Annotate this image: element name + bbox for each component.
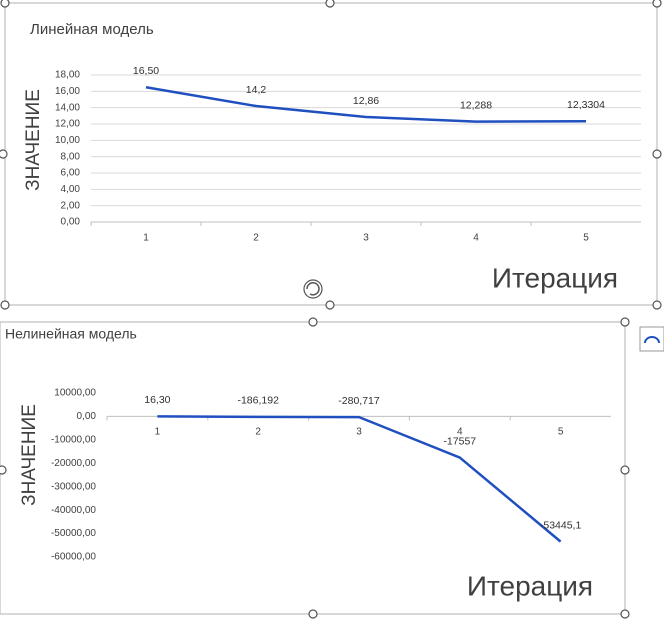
- data-label: -186,192: [237, 395, 279, 407]
- x-tick-label: 4: [457, 427, 463, 438]
- x-tick-label: 1: [143, 233, 149, 244]
- y-tick-label: 18,00: [55, 70, 80, 81]
- data-label: -17557: [443, 435, 476, 447]
- handle[interactable]: [325, 300, 335, 310]
- y-axis-title: ЗНАЧЕНИЕ: [19, 404, 40, 506]
- data-line: [145, 86, 587, 123]
- y-tick-label: 10,00: [55, 135, 80, 146]
- handle[interactable]: [0, 465, 7, 475]
- handle[interactable]: [308, 609, 318, 619]
- x-tick-label: 2: [255, 427, 261, 438]
- handle[interactable]: [325, 0, 335, 8]
- data-label: 12,3304: [567, 99, 605, 111]
- y-tick-label: 8,00: [61, 151, 81, 162]
- y-tick-label: -40000,00: [51, 505, 96, 516]
- x-tick-label: 2: [253, 233, 259, 244]
- handle[interactable]: [0, 0, 10, 8]
- data-label: 12,288: [460, 99, 492, 111]
- y-tick-label: 6,00: [61, 168, 81, 179]
- y-tick-label: 14,00: [55, 102, 80, 113]
- y-tick-label: 12,00: [55, 119, 80, 130]
- layout-icon: [644, 336, 660, 344]
- y-tick-label: -60000,00: [51, 552, 96, 563]
- y-tick-label: -50000,00: [51, 528, 96, 539]
- y-axis-title: ЗНАЧЕНИЕ: [23, 89, 44, 191]
- handle[interactable]: [0, 149, 8, 159]
- x-tick-label: 5: [558, 427, 564, 438]
- data-line: [157, 415, 562, 543]
- chart-title: Нелинейная модель: [5, 326, 137, 342]
- handle[interactable]: [652, 300, 662, 310]
- data-label: 14,2: [246, 84, 267, 96]
- x-tick-label: 3: [356, 427, 362, 438]
- rotate-icon: [306, 282, 320, 296]
- handle[interactable]: [620, 317, 630, 327]
- y-tick-label: 2,00: [61, 200, 81, 211]
- y-tick-label: 0,00: [61, 217, 81, 228]
- y-tick-label: 4,00: [61, 184, 81, 195]
- handle[interactable]: [652, 149, 662, 159]
- y-tick-label: 10000,00: [54, 388, 96, 399]
- data-label: -53445,1: [540, 519, 582, 531]
- x-tick-label: 5: [583, 233, 589, 244]
- handle[interactable]: [0, 300, 10, 310]
- data-label: 16,50: [133, 65, 159, 77]
- handle[interactable]: [308, 317, 318, 327]
- data-label: 16,30: [144, 394, 170, 406]
- x-axis-title: Итерация: [467, 570, 593, 601]
- data-label: 12,86: [353, 95, 379, 107]
- chart-frame: [4, 2, 658, 306]
- layout-options-button[interactable]: [639, 326, 664, 352]
- handle[interactable]: [652, 0, 662, 8]
- y-tick-label: -10000,00: [51, 434, 96, 445]
- y-tick-label: 16,00: [55, 86, 80, 97]
- x-tick-label: 1: [155, 427, 161, 438]
- y-tick-label: -30000,00: [51, 481, 96, 492]
- handle[interactable]: [620, 465, 630, 475]
- handle[interactable]: [620, 609, 630, 619]
- y-tick-label: 0,00: [77, 411, 97, 422]
- chart-frame: [0, 321, 626, 615]
- x-tick-label: 3: [363, 233, 369, 244]
- x-axis-title: Итерация: [492, 262, 618, 293]
- y-tick-label: -20000,00: [51, 458, 96, 469]
- x-tick-label: 4: [473, 233, 479, 244]
- chart-title: Линейная модель: [30, 21, 154, 38]
- data-label: -280,717: [338, 395, 380, 407]
